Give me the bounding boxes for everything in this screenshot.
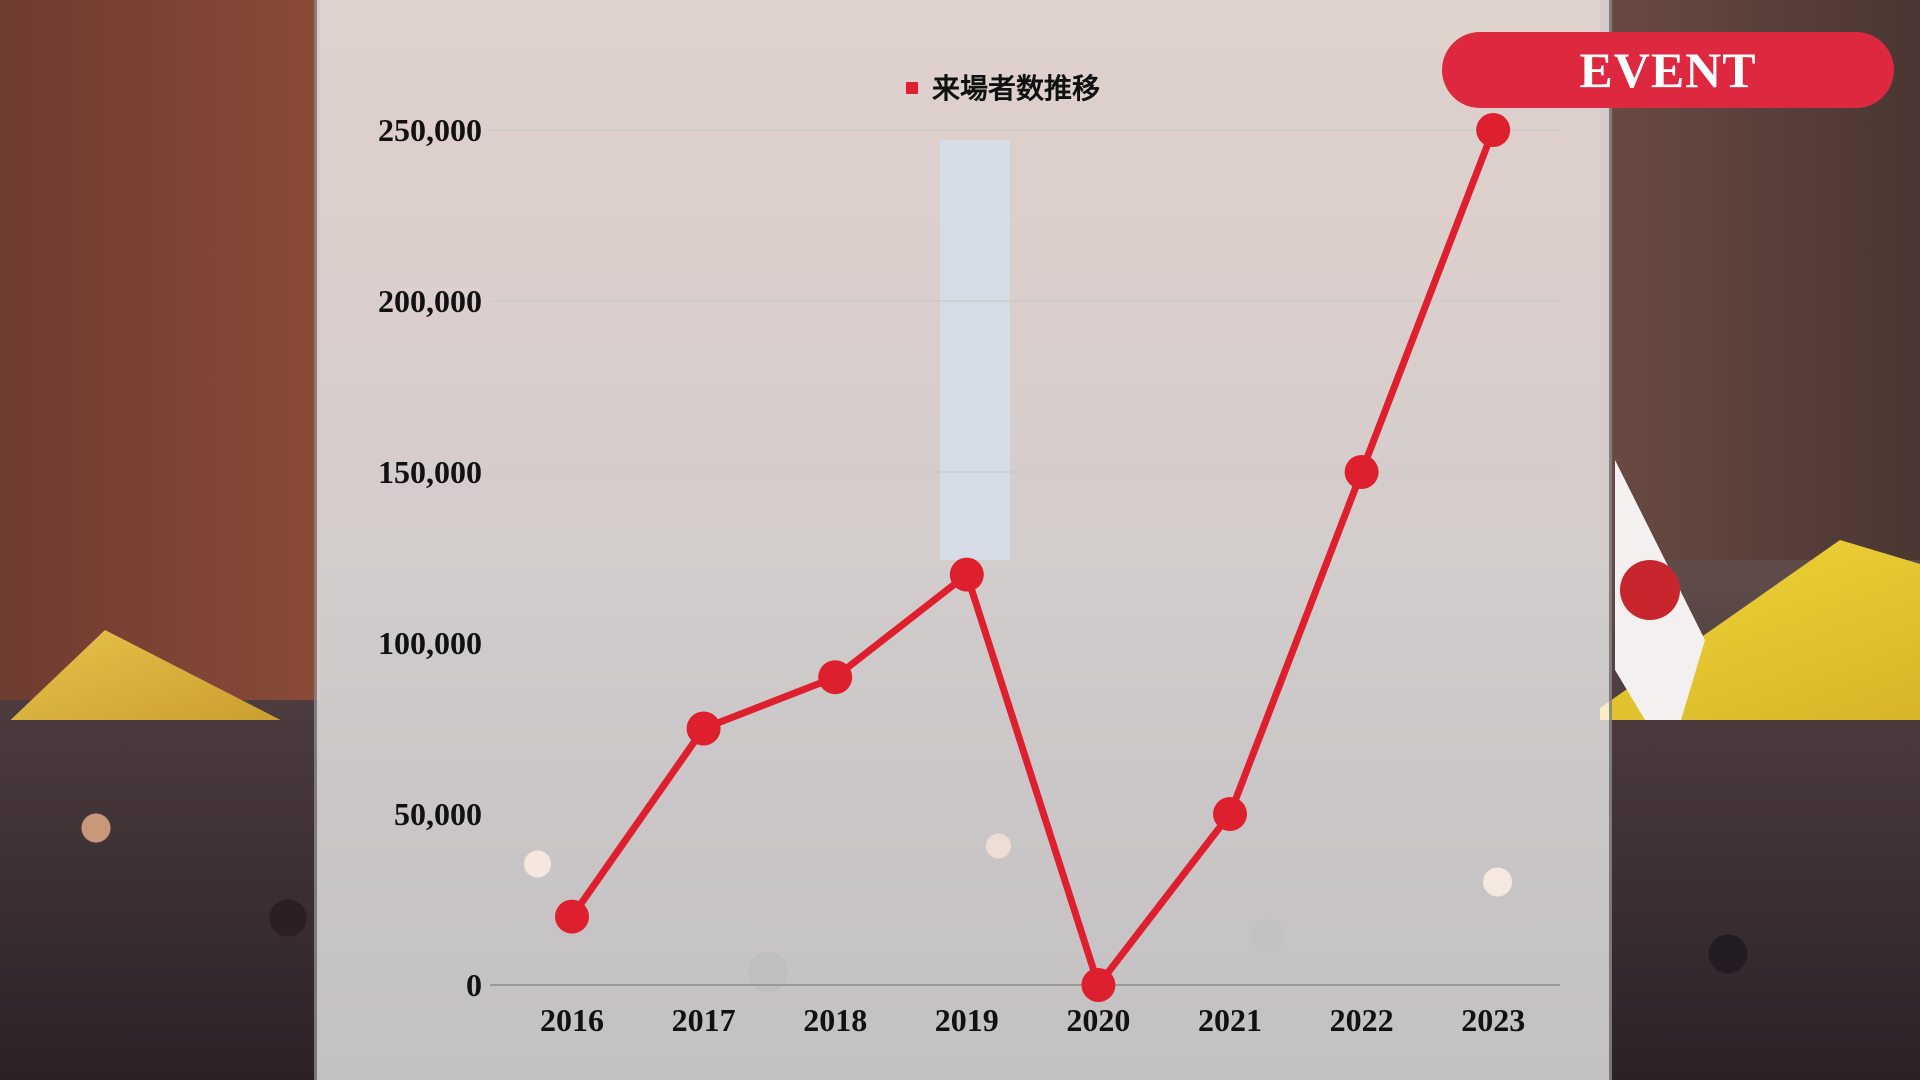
y-tick-label: 200,000 [378,283,482,319]
data-point-2020 [1081,968,1116,1002]
x-tick-label: 2021 [1198,1002,1262,1038]
y-tick-label: 250,000 [378,112,482,148]
y-tick-label: 50,000 [394,796,482,832]
data-point-2021 [1213,797,1247,831]
data-point-2017 [686,711,721,746]
data-point-2019 [949,557,984,592]
x-tick-label: 2017 [672,1002,736,1038]
x-tick-label: 2022 [1330,1002,1394,1038]
event-badge-label: EVENT [1579,42,1757,98]
y-axis-ticks: 0 50,000 100,000 150,000 200,000 250,000 [378,112,482,1003]
data-point-2023 [1476,113,1511,147]
gridlines [490,129,1560,986]
x-axis-ticks: 2016 2017 2018 2019 2020 2021 2022 2023 [540,1002,1525,1038]
event-badge: EVENT [1442,32,1894,108]
series-line [555,113,1511,1002]
y-tick-label: 100,000 [378,625,482,661]
chart-panel [314,0,1612,1080]
x-tick-label: 2020 [1066,1002,1130,1038]
legend: 来場者数推移 [906,72,1100,105]
x-tick-label: 2016 [540,1002,604,1038]
data-point-2018 [818,660,853,695]
x-tick-label: 2018 [803,1002,867,1038]
legend-label: 来場者数推移 [932,72,1100,105]
y-tick-label: 150,000 [378,454,482,490]
legend-marker [906,82,918,94]
data-point-2016 [555,899,589,934]
data-point-2022 [1344,455,1379,489]
series-polyline [569,128,1497,989]
x-tick-label: 2019 [935,1002,999,1038]
y-tick-label: 0 [466,967,482,1003]
x-tick-label: 2023 [1461,1002,1525,1038]
